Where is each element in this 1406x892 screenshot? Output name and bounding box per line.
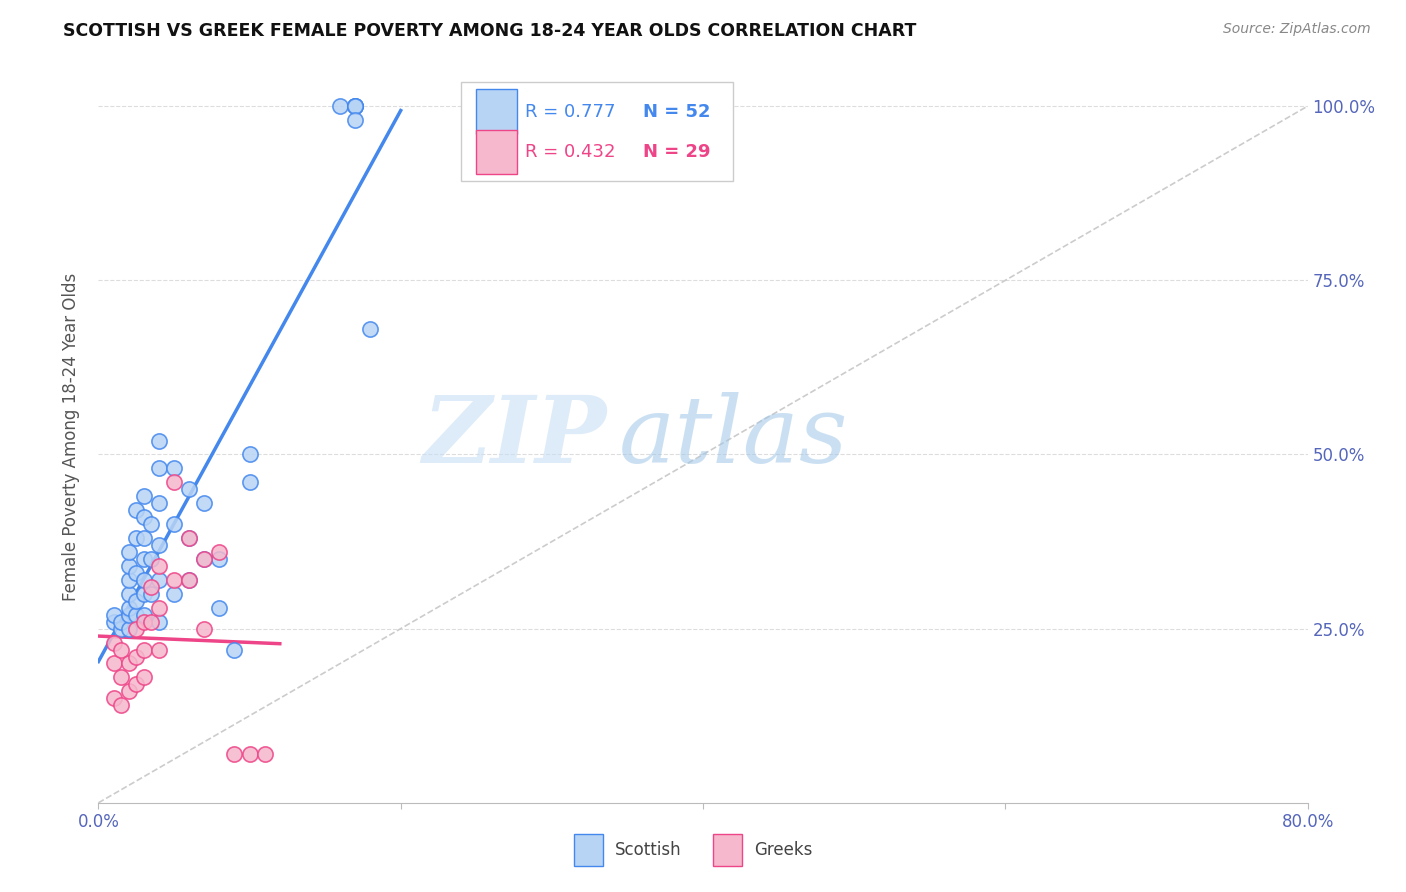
FancyBboxPatch shape	[475, 89, 517, 134]
Point	[132, 552, 155, 566]
Point	[179, 531, 201, 545]
Point	[118, 558, 141, 573]
Point	[132, 489, 155, 503]
Point	[118, 657, 141, 671]
Point	[132, 531, 155, 545]
Point	[208, 552, 231, 566]
Point	[344, 99, 367, 113]
Text: SCOTTISH VS GREEK FEMALE POVERTY AMONG 18-24 YEAR OLDS CORRELATION CHART: SCOTTISH VS GREEK FEMALE POVERTY AMONG 1…	[63, 22, 917, 40]
Point	[148, 615, 170, 629]
Point	[208, 545, 231, 559]
Point	[110, 698, 132, 713]
Text: R = 0.432: R = 0.432	[526, 143, 616, 161]
Point	[179, 483, 201, 497]
Point	[163, 573, 186, 587]
Point	[344, 113, 367, 128]
Point	[141, 615, 163, 629]
Point	[132, 587, 155, 601]
Point	[148, 496, 170, 510]
Point	[163, 587, 186, 601]
Point	[163, 517, 186, 532]
Point	[110, 622, 132, 636]
Point	[224, 642, 246, 657]
Point	[103, 607, 125, 622]
Point	[132, 670, 155, 684]
Point	[132, 615, 155, 629]
Point	[118, 587, 141, 601]
Point	[132, 510, 155, 524]
Point	[118, 622, 141, 636]
Text: atlas: atlas	[619, 392, 848, 482]
Text: ZIP: ZIP	[422, 392, 606, 482]
Point	[110, 642, 132, 657]
Point	[148, 434, 170, 448]
Point	[179, 531, 201, 545]
Point	[125, 649, 148, 664]
Point	[344, 99, 367, 113]
Y-axis label: Female Poverty Among 18-24 Year Olds: Female Poverty Among 18-24 Year Olds	[62, 273, 80, 601]
Text: Source: ZipAtlas.com: Source: ZipAtlas.com	[1223, 22, 1371, 37]
Text: Scottish: Scottish	[614, 841, 682, 859]
Point	[141, 552, 163, 566]
Point	[103, 657, 125, 671]
FancyBboxPatch shape	[713, 834, 742, 866]
Point	[148, 642, 170, 657]
Point	[118, 600, 141, 615]
Point	[125, 677, 148, 691]
Point	[125, 531, 148, 545]
Point	[148, 538, 170, 552]
Point	[193, 496, 215, 510]
Point	[125, 607, 148, 622]
Point	[103, 615, 125, 629]
Point	[132, 607, 155, 622]
FancyBboxPatch shape	[574, 834, 603, 866]
Point	[125, 503, 148, 517]
Point	[193, 622, 215, 636]
Point	[103, 691, 125, 706]
Point	[344, 99, 367, 113]
Point	[179, 573, 201, 587]
Text: Greeks: Greeks	[754, 841, 813, 859]
Point	[141, 587, 163, 601]
Point	[125, 594, 148, 608]
Point	[179, 573, 201, 587]
Point	[141, 580, 163, 594]
Text: N = 52: N = 52	[643, 103, 710, 120]
Point	[344, 99, 367, 113]
Point	[208, 600, 231, 615]
Point	[110, 615, 132, 629]
Point	[329, 99, 352, 113]
Point	[193, 552, 215, 566]
Point	[239, 448, 262, 462]
Point	[141, 517, 163, 532]
Point	[118, 607, 141, 622]
Point	[239, 747, 262, 761]
Point	[193, 552, 215, 566]
Point	[125, 622, 148, 636]
Point	[103, 635, 125, 649]
Point	[163, 461, 186, 475]
Point	[148, 573, 170, 587]
Text: R = 0.777: R = 0.777	[526, 103, 616, 120]
FancyBboxPatch shape	[475, 129, 517, 174]
Point	[224, 747, 246, 761]
Point	[360, 322, 382, 336]
FancyBboxPatch shape	[461, 82, 734, 181]
Text: N = 29: N = 29	[643, 143, 710, 161]
Point	[148, 461, 170, 475]
Point	[125, 566, 148, 580]
Point	[132, 573, 155, 587]
Point	[110, 670, 132, 684]
Point	[132, 642, 155, 657]
Point	[253, 747, 276, 761]
Point	[148, 600, 170, 615]
Point	[118, 545, 141, 559]
Point	[148, 558, 170, 573]
Point	[163, 475, 186, 490]
Point	[118, 684, 141, 698]
Point	[239, 475, 262, 490]
Point	[118, 573, 141, 587]
